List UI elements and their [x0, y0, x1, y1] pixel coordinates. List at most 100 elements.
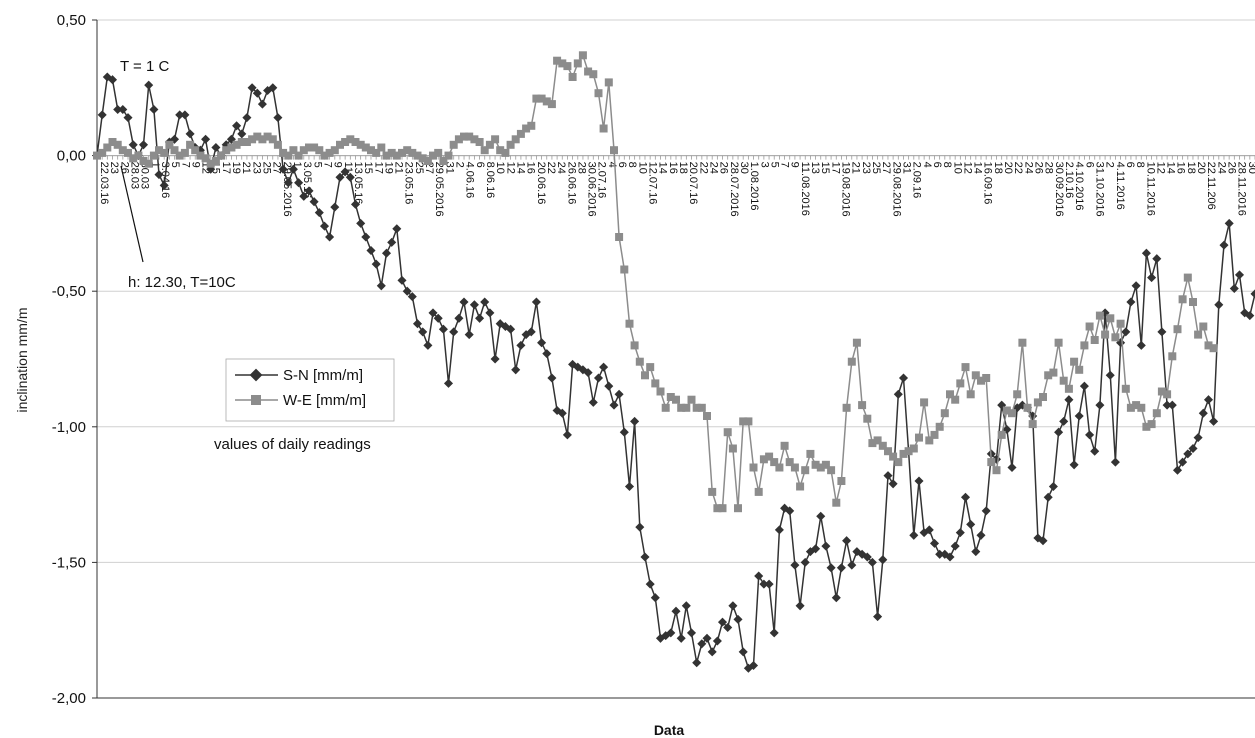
data-point-s-n: [438, 324, 448, 334]
data-point-w-e: [351, 138, 360, 146]
x-tick-label: 4.06.16: [464, 162, 476, 199]
x-tick-label: 19.08.2016: [840, 162, 852, 217]
data-point-w-e: [242, 138, 251, 146]
data-point-w-e: [403, 146, 412, 155]
x-tick-label: 10: [951, 162, 963, 174]
x-tick-label: 2: [1104, 162, 1116, 168]
x-tick-label: 28.03: [128, 162, 140, 190]
data-point-w-e: [160, 148, 169, 157]
data-point-s-n: [392, 224, 402, 234]
data-point-w-e: [170, 146, 179, 155]
data-point-s-n: [490, 354, 500, 364]
data-point-s-n: [107, 75, 118, 85]
x-tick-label: 14: [514, 162, 526, 174]
data-point-w-e: [1209, 344, 1218, 353]
x-tick-label: 12: [961, 162, 973, 174]
data-point-s-n: [686, 628, 697, 638]
data-point-s-n: [640, 552, 650, 562]
data-point-w-e: [966, 390, 975, 399]
x-tick-label: 4: [921, 162, 933, 168]
data-point-s-n: [138, 140, 149, 150]
data-point-s-n: [619, 427, 629, 437]
data-point-s-n: [1059, 416, 1069, 426]
data-point-s-n: [516, 340, 526, 350]
data-point-w-e: [977, 376, 985, 385]
data-point-s-n: [790, 560, 800, 570]
data-point-s-n: [624, 481, 635, 492]
data-point-s-n: [1085, 430, 1095, 440]
data-point-w-e: [522, 124, 531, 133]
data-point-s-n: [945, 552, 955, 562]
x-tick-label: 14: [1165, 162, 1177, 174]
x-tick-label: 16.09.16: [982, 162, 994, 205]
data-point-w-e: [408, 148, 417, 157]
x-tick-label: 4: [606, 162, 618, 168]
y-tick-label: 0,00: [57, 148, 86, 165]
data-point-w-e: [1054, 338, 1063, 347]
data-point-s-n: [381, 248, 392, 258]
data-point-s-n: [475, 313, 485, 323]
data-point-s-n: [1090, 446, 1100, 456]
data-point-s-n: [361, 232, 371, 242]
data-point-w-e: [868, 439, 877, 448]
data-point-w-e: [413, 151, 422, 160]
data-point-s-n: [149, 104, 159, 115]
data-point-w-e: [118, 146, 127, 155]
data-point-s-n: [464, 330, 474, 340]
data-point-w-e: [336, 140, 344, 149]
data-point-w-e: [785, 458, 794, 467]
x-tick-label: 2.07.16: [596, 162, 608, 199]
data-point-s-n: [288, 164, 298, 174]
data-point-w-e: [982, 374, 991, 382]
data-point-s-n: [650, 593, 660, 603]
data-point-w-e: [310, 143, 319, 152]
data-point-s-n: [562, 430, 572, 440]
data-point-w-e: [1137, 403, 1146, 412]
data-point-w-e: [206, 159, 215, 168]
data-point-s-n: [774, 525, 784, 535]
data-point-w-e: [449, 140, 458, 149]
data-point-w-e: [713, 504, 722, 513]
data-point-s-n: [826, 563, 836, 573]
data-point-w-e: [263, 132, 272, 141]
x-tick-label: 31: [900, 162, 912, 174]
data-point-w-e: [610, 146, 618, 155]
y-axis-title: inclination mm/m: [14, 307, 30, 412]
data-point-w-e: [273, 140, 282, 149]
data-point-w-e: [1111, 333, 1120, 342]
data-point-w-e: [279, 148, 288, 157]
data-point-s-n: [1095, 400, 1105, 410]
data-point-s-n: [412, 319, 423, 329]
data-point-w-e: [1028, 420, 1037, 429]
data-point-w-e: [367, 146, 375, 155]
data-point-w-e: [1013, 390, 1022, 399]
x-tick-label: 15: [819, 162, 831, 174]
data-point-w-e: [268, 135, 277, 144]
data-point-w-e: [1070, 357, 1079, 366]
data-point-s-n: [443, 378, 454, 388]
data-point-w-e: [790, 463, 799, 472]
data-point-s-n: [821, 541, 831, 551]
data-point-s-n: [144, 80, 154, 90]
data-point-s-n: [795, 601, 805, 611]
data-point-w-e: [935, 422, 944, 431]
annotation-daily-readings: values of daily readings: [214, 436, 371, 453]
data-point-w-e: [899, 449, 908, 458]
data-point-w-e: [884, 447, 892, 456]
legend: S-N [mm/m] W-E [mm/m]: [225, 358, 395, 422]
data-point-w-e: [1183, 273, 1192, 282]
x-tick-label: 21: [393, 162, 405, 174]
data-point-w-e: [641, 371, 649, 380]
data-point-s-n: [325, 232, 335, 242]
data-point-w-e: [1168, 352, 1177, 361]
x-tick-label: 9: [789, 162, 801, 168]
x-tick-label: 1.08.2016: [748, 162, 760, 211]
x-tick-label: 9: [332, 162, 344, 168]
x-tick-label: 12: [504, 162, 516, 174]
data-point-w-e: [589, 70, 598, 79]
x-tick-label: 11: [342, 162, 354, 173]
data-point-w-e: [604, 78, 613, 87]
data-point-w-e: [889, 452, 898, 461]
data-point-s-n: [583, 368, 593, 378]
